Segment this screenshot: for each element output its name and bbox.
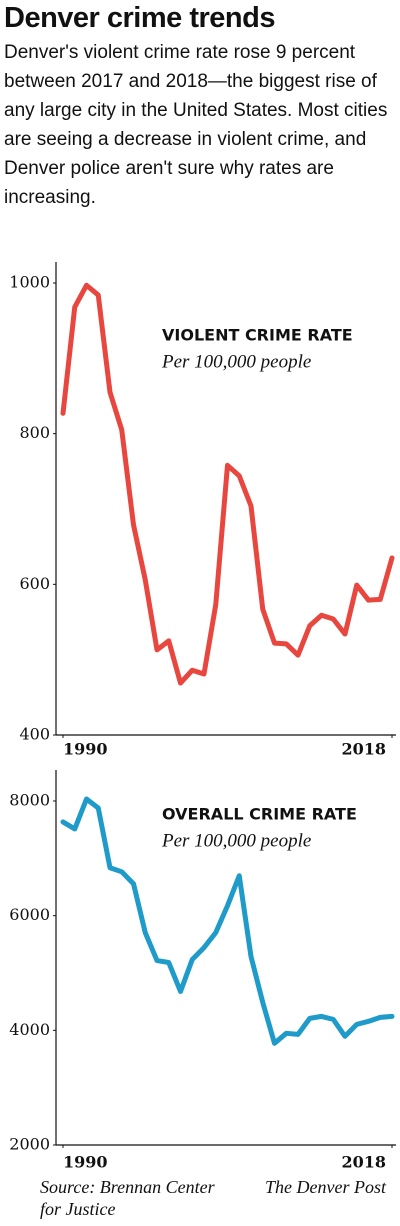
chart-subtitle: Per 100,000 people [161,830,311,851]
x-tick-label: 1990 [63,1153,108,1172]
x-tick-label: 2018 [341,740,386,759]
source: Source: Brennan Center for Justice [40,1177,215,1219]
chart-title: OVERALL CRIME RATE [162,805,357,824]
x-tick-label: 1990 [63,740,108,759]
x-tick-label: 2018 [341,1153,386,1172]
credit: The Denver Post [265,1177,386,1197]
line [60,282,395,686]
y-tick-label: 2000 [9,1135,50,1154]
chart-title: VIOLENT CRIME RATE [162,326,353,345]
subtitle: Denver's violent crime rate rose 9 perce… [4,42,388,208]
y-tick-label: 600 [19,574,50,593]
y-tick-label: 4000 [9,1020,50,1039]
y-tick-label: 6000 [9,905,50,924]
y-tick-label: 400 [19,725,50,744]
chart-subtitle: Per 100,000 people [161,351,311,372]
title: Denver crime trends [4,2,275,34]
y-tick-label: 800 [19,423,50,442]
y-tick-label: 8000 [9,791,50,810]
y-tick-label: 1000 [9,273,50,292]
line [60,796,395,1046]
